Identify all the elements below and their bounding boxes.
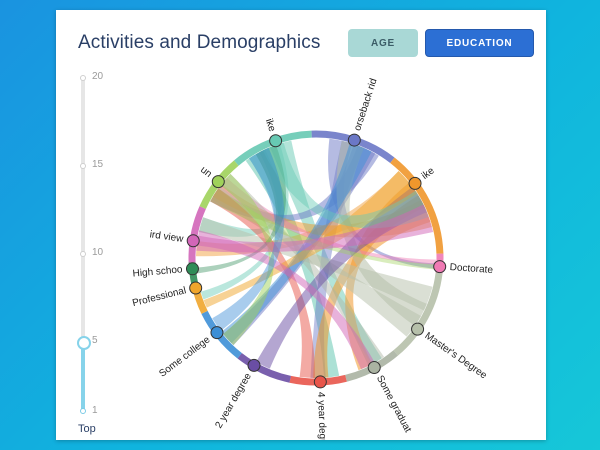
- slider-tick-label: 15: [92, 159, 104, 170]
- slider-tick-label: 10: [92, 247, 104, 258]
- slider-handle[interactable]: [77, 336, 91, 350]
- chord-ribbon: [203, 170, 418, 308]
- chord-arc: [390, 157, 444, 254]
- chord-node[interactable]: [411, 322, 425, 336]
- chord-node[interactable]: [313, 375, 327, 389]
- chord-node[interactable]: [189, 281, 203, 295]
- slider-caption: Top: [78, 423, 96, 435]
- page-title: Activities and Demographics: [78, 32, 321, 53]
- chord-ribbon: [200, 143, 289, 300]
- chart-card: Activities and Demographics AGE EDUCATIO…: [56, 10, 546, 440]
- chord-node-label: ike: [420, 165, 437, 182]
- chord-ribbon: [196, 204, 434, 253]
- chord-ribbon: [210, 188, 315, 378]
- chord-node-label: 4 year degre: [315, 392, 328, 440]
- education-button[interactable]: EDUCATION: [425, 29, 534, 57]
- chord-node[interactable]: [433, 260, 447, 274]
- chord-diagram: ike orseback rid ike Doctorate Master's Degr…: [131, 77, 493, 440]
- chord-node-label: un: [198, 164, 214, 180]
- chord-node[interactable]: [408, 176, 422, 190]
- slider-tick-label: 20: [92, 71, 104, 82]
- slider-tick-label: 1: [92, 405, 98, 416]
- chord-ribbon: [198, 147, 283, 237]
- chord-node[interactable]: [210, 326, 224, 340]
- chord-node-label: High schoo: [132, 264, 183, 279]
- chord-node-label: ird view: [149, 229, 185, 245]
- chord-node-label: Doctorate: [449, 262, 493, 276]
- slider-tick: [80, 75, 86, 81]
- chord-node[interactable]: [186, 234, 200, 248]
- chord-nodes: [185, 133, 447, 389]
- slider-tick-label: 5: [92, 335, 98, 346]
- chord-ribbon: [220, 173, 274, 346]
- chord-node-label: 2 year degree: [213, 371, 254, 430]
- slider-tick: [80, 251, 86, 257]
- chord-ribbon: [196, 144, 287, 274]
- chord-node[interactable]: [247, 358, 261, 372]
- chord-node[interactable]: [185, 262, 199, 276]
- chord-node-label: Some college: [157, 334, 212, 380]
- chord-node-label: ike: [263, 117, 278, 133]
- chord-ribbon: [270, 140, 382, 366]
- chord-node-label: Professional: [131, 285, 187, 309]
- chord-node[interactable]: [211, 175, 225, 189]
- chord-node-label: Some graduat: [374, 374, 413, 435]
- chord-node[interactable]: [347, 133, 361, 147]
- chord-node[interactable]: [367, 360, 381, 374]
- chord-ribbon: [245, 149, 340, 378]
- chord-arc: [237, 352, 292, 383]
- top-n-slider[interactable]: 20 15 10 5 1 Top: [77, 71, 118, 437]
- chord-node-label: orseback rid: [352, 77, 379, 132]
- age-button[interactable]: AGE: [348, 29, 418, 57]
- slider-track[interactable]: [81, 76, 85, 412]
- slider-fill: [81, 342, 85, 412]
- chord-arc: [393, 272, 443, 356]
- chord-ribbon: [212, 147, 285, 331]
- chord-node-label: Master's Degree: [423, 330, 490, 381]
- chord-ribbon: [221, 142, 372, 344]
- chord-ribbons: [196, 138, 436, 379]
- slider-tick: [80, 163, 86, 169]
- chord-node[interactable]: [269, 134, 283, 148]
- slider-tick: [80, 408, 86, 414]
